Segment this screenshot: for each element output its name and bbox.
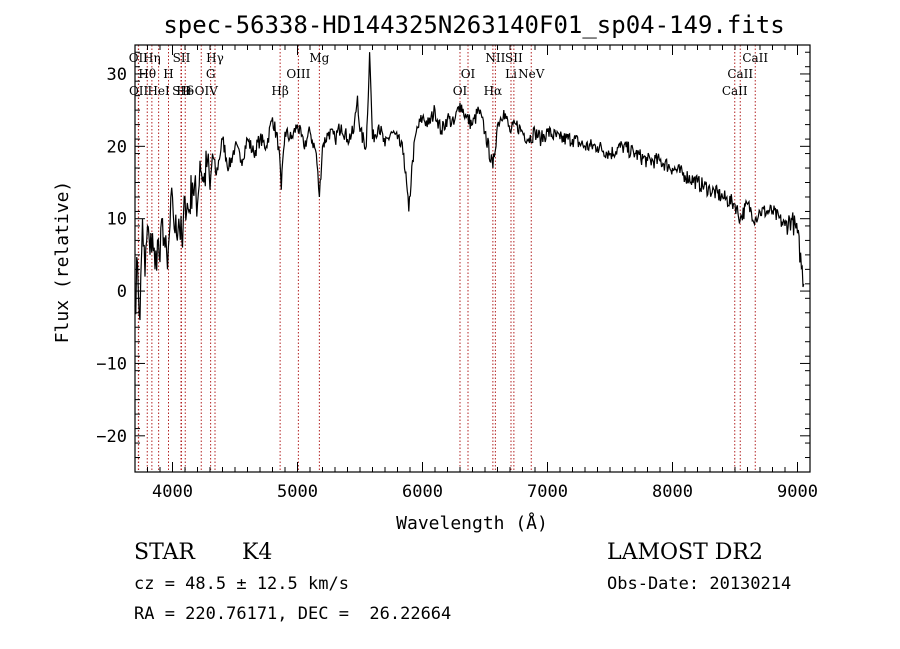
line-label: OI — [453, 84, 468, 98]
line-label: Hγ — [206, 51, 224, 65]
line-label: Hα — [484, 84, 503, 98]
line-label: HeI — [147, 84, 170, 98]
line-label: SII — [505, 51, 523, 65]
line-label: OII — [129, 84, 149, 98]
line-label: Hθ — [138, 67, 156, 81]
coordinates: RA = 220.76171, DEC = 26.22664 — [134, 604, 452, 624]
y-tick-label: 0 — [117, 282, 127, 302]
line-label: CaII — [742, 51, 768, 65]
line-label: CaII — [727, 67, 753, 81]
line-label: OI — [461, 67, 476, 81]
line-label: OII — [129, 51, 149, 65]
line-label: +OIV — [185, 84, 219, 98]
x-tick-label: 9000 — [777, 482, 818, 502]
line-label: NII — [485, 51, 505, 65]
line-label: Li — [505, 67, 517, 81]
plot-frame — [134, 44, 811, 473]
y-tick-label: −10 — [96, 354, 127, 374]
line-label: SII — [172, 84, 190, 98]
x-axis-label: Wavelength (Å) — [396, 512, 548, 534]
line-label: Hη — [143, 51, 161, 65]
x-tick-label: 5000 — [277, 482, 318, 502]
y-tick-label: 20 — [107, 137, 127, 157]
x-axis: 4000 5000 6000 7000 8000 9000 — [134, 45, 818, 502]
line-label: Hβ — [271, 84, 288, 98]
line-label: Hδ — [176, 84, 194, 98]
obs-date: Obs-Date: 20130214 — [607, 574, 792, 594]
x-tick-label: 6000 — [402, 482, 443, 502]
y-tick-label: 10 — [107, 210, 127, 230]
y-axis-label: Flux (relative) — [52, 181, 73, 344]
y-tick-label: −20 — [96, 427, 127, 447]
line-label: H — [163, 67, 173, 81]
line-label: CaII — [722, 84, 748, 98]
chart-title: spec-56338-HD144325N263140F01_sp04-149.f… — [163, 11, 784, 39]
y-tick-label: 30 — [107, 65, 127, 85]
line-label: Mg — [309, 51, 329, 65]
x-tick-label: 7000 — [527, 482, 568, 502]
object-type: STAR — [134, 540, 195, 565]
line-label: NeV — [518, 67, 545, 81]
line-label: SII — [173, 51, 191, 65]
y-axis: −20 −10 0 10 20 30 — [96, 51, 810, 473]
x-tick-label: 4000 — [152, 482, 193, 502]
line-markers — [137, 45, 756, 472]
cz-value: cz = 48.5 ± 12.5 km/s — [134, 574, 349, 594]
line-label: G — [206, 67, 216, 81]
survey-name: LAMOST DR2 — [607, 540, 763, 565]
x-tick-label: 8000 — [652, 482, 693, 502]
line-label: OIII — [286, 67, 310, 81]
spectrum-series — [134, 52, 805, 321]
spectral-subclass: K4 — [242, 540, 273, 565]
